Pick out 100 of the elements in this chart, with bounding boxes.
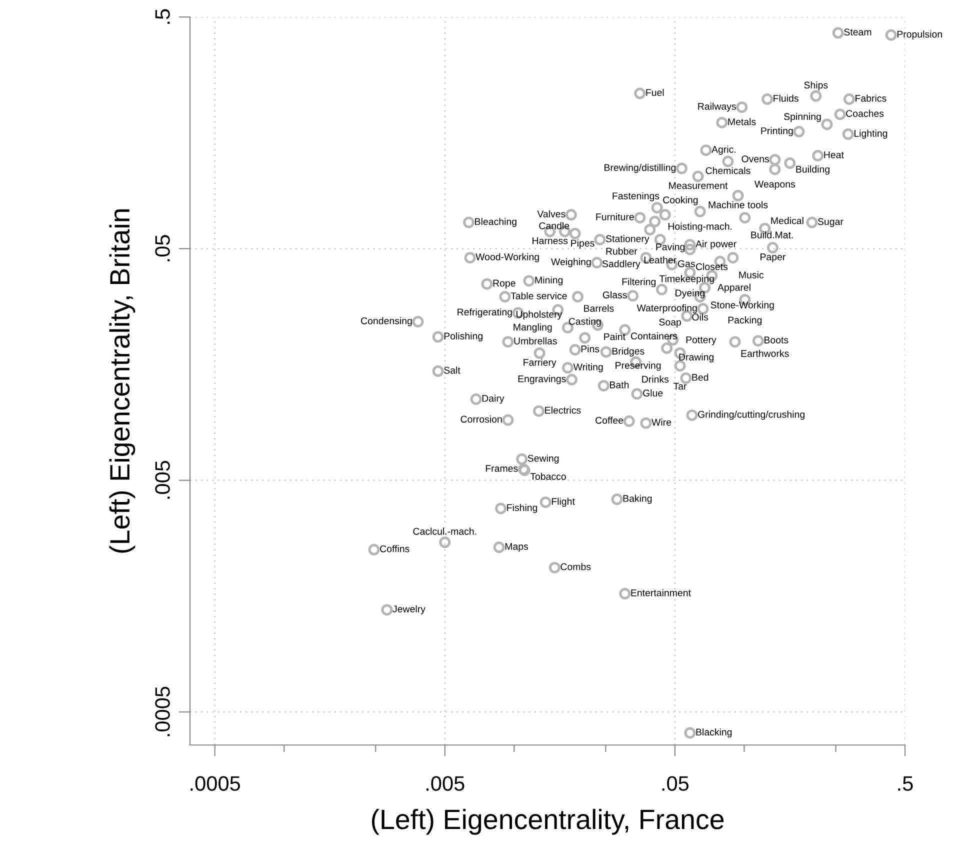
data-label: Drinks (642, 376, 669, 383)
y-tick-label: .5 (155, 9, 170, 24)
data-label: Ovens (742, 155, 770, 162)
data-label: Air power (696, 240, 736, 250)
data-label: Rope (493, 280, 516, 288)
data-label: Pipes (571, 239, 594, 249)
data-label: Rubber (606, 248, 638, 255)
data-label: Stone-Working (710, 301, 774, 310)
data-label: Boots (764, 336, 788, 344)
data-label: Metals (728, 118, 756, 126)
data-label: Table service (510, 292, 567, 300)
data-label: Leather (644, 256, 676, 264)
data-label: Weapons (754, 180, 796, 190)
data-label: Dairy (482, 394, 504, 404)
data-label: Corrosion (460, 416, 502, 423)
data-label: Pottery (686, 336, 716, 346)
data-label: Condensing (361, 317, 412, 326)
data-label: Packing (728, 316, 762, 326)
data-label: Electrics (545, 406, 581, 414)
data-label: Barrels (584, 304, 614, 312)
data-label: Combs (560, 563, 591, 570)
x-tick-label: .005 (426, 776, 464, 791)
data-label: Bleaching (475, 218, 516, 227)
data-label: Brewing/distilling (604, 164, 676, 173)
y-tick-label: .005 (155, 460, 170, 499)
data-label: Music (739, 271, 764, 278)
data-label: Fuel (646, 88, 664, 96)
data-label: Coffins (380, 545, 410, 552)
data-label: Agric. (712, 146, 736, 155)
data-label: Mangling (514, 323, 552, 332)
data-label: Build.Mat. (751, 231, 793, 238)
data-label: Wood-Working (476, 253, 539, 262)
data-label: Grinding/cutting/crushing (698, 410, 804, 420)
x-tick-label: .5 (898, 776, 913, 791)
data-label: Lighting (854, 130, 888, 139)
data-label: Fishing (507, 504, 538, 513)
data-label: Printing (761, 127, 793, 136)
data-label: Earthworks (741, 350, 789, 357)
data-label: Filtering (622, 278, 656, 288)
data-label: Paint (604, 333, 626, 340)
y-axis-title: (Left) Eigencentrality, Britain (109, 209, 136, 553)
data-label: Medical (771, 217, 804, 224)
data-label: Steam (844, 28, 872, 36)
data-label: Wire (652, 418, 672, 426)
data-label: Writing (573, 363, 603, 372)
data-label: Soap (659, 318, 682, 328)
data-label: Glass (602, 291, 627, 298)
data-label: Fluids (774, 94, 798, 102)
data-label: Paper (760, 254, 786, 262)
data-label: Caclcul.-mach. (413, 528, 476, 535)
data-label: Bed (692, 374, 708, 381)
data-label: Upholstery (516, 310, 562, 320)
data-label: Glue (643, 389, 663, 397)
data-label: Umbrellas (514, 337, 557, 344)
data-label: Railways (698, 102, 736, 112)
data-label: Coffee (596, 416, 624, 424)
data-label: Sugar (818, 218, 844, 227)
data-label: Waterproofing (636, 304, 697, 314)
x-tick-label: .0005 (190, 776, 240, 791)
data-label: Entertainment (631, 589, 691, 596)
x-axis-title: (Left) Eigencentrality, France (372, 808, 724, 835)
data-label: Timekeeping (659, 275, 714, 284)
data-label: Hoisting-mach. (668, 222, 732, 232)
data-label: Furniture (596, 213, 634, 220)
data-label: Propulsion (897, 30, 942, 40)
data-label: Ships (804, 81, 828, 90)
y-tick-label: .05 (155, 235, 170, 262)
data-label: Candle (539, 222, 570, 230)
data-label: Building (796, 166, 830, 175)
data-label: Polishing (444, 332, 482, 342)
data-label: Fabrics (856, 94, 886, 102)
data-label: Spinning (784, 112, 821, 122)
data-label: Chemicals (706, 166, 750, 174)
data-label: Harness (532, 237, 568, 244)
data-label: Jewelry (392, 605, 426, 614)
data-label: Pins (581, 345, 600, 352)
data-label: Blacking (696, 728, 732, 738)
x-tick-label: .05 (662, 776, 689, 791)
data-label: Mining (535, 276, 563, 286)
data-label: Cooking (663, 196, 698, 206)
data-label: Machine tools (708, 201, 768, 208)
data-label: Containers (630, 332, 678, 340)
data-label: Gas (678, 260, 695, 268)
data-label: Paving (656, 243, 685, 252)
data-label: Saddlery (602, 260, 640, 270)
data-label: Maps (505, 543, 528, 552)
data-label: Measurement (669, 182, 728, 190)
data-label: Dyeing (676, 289, 704, 298)
data-label: Preserving (616, 362, 661, 371)
data-label: Apparel (718, 284, 750, 293)
data-label: Sewing (528, 454, 559, 464)
data-label: Flight (552, 498, 575, 507)
data-label: Drawing (679, 353, 714, 362)
data-label: Refrigerating (458, 308, 512, 318)
data-label: Tar (673, 382, 687, 390)
y-tick-label: .0005 (155, 686, 170, 736)
data-label: Oils (692, 313, 708, 321)
data-label: Salt (444, 366, 460, 374)
data-label: Engravings (518, 375, 566, 384)
data-label: Bath (610, 381, 629, 388)
